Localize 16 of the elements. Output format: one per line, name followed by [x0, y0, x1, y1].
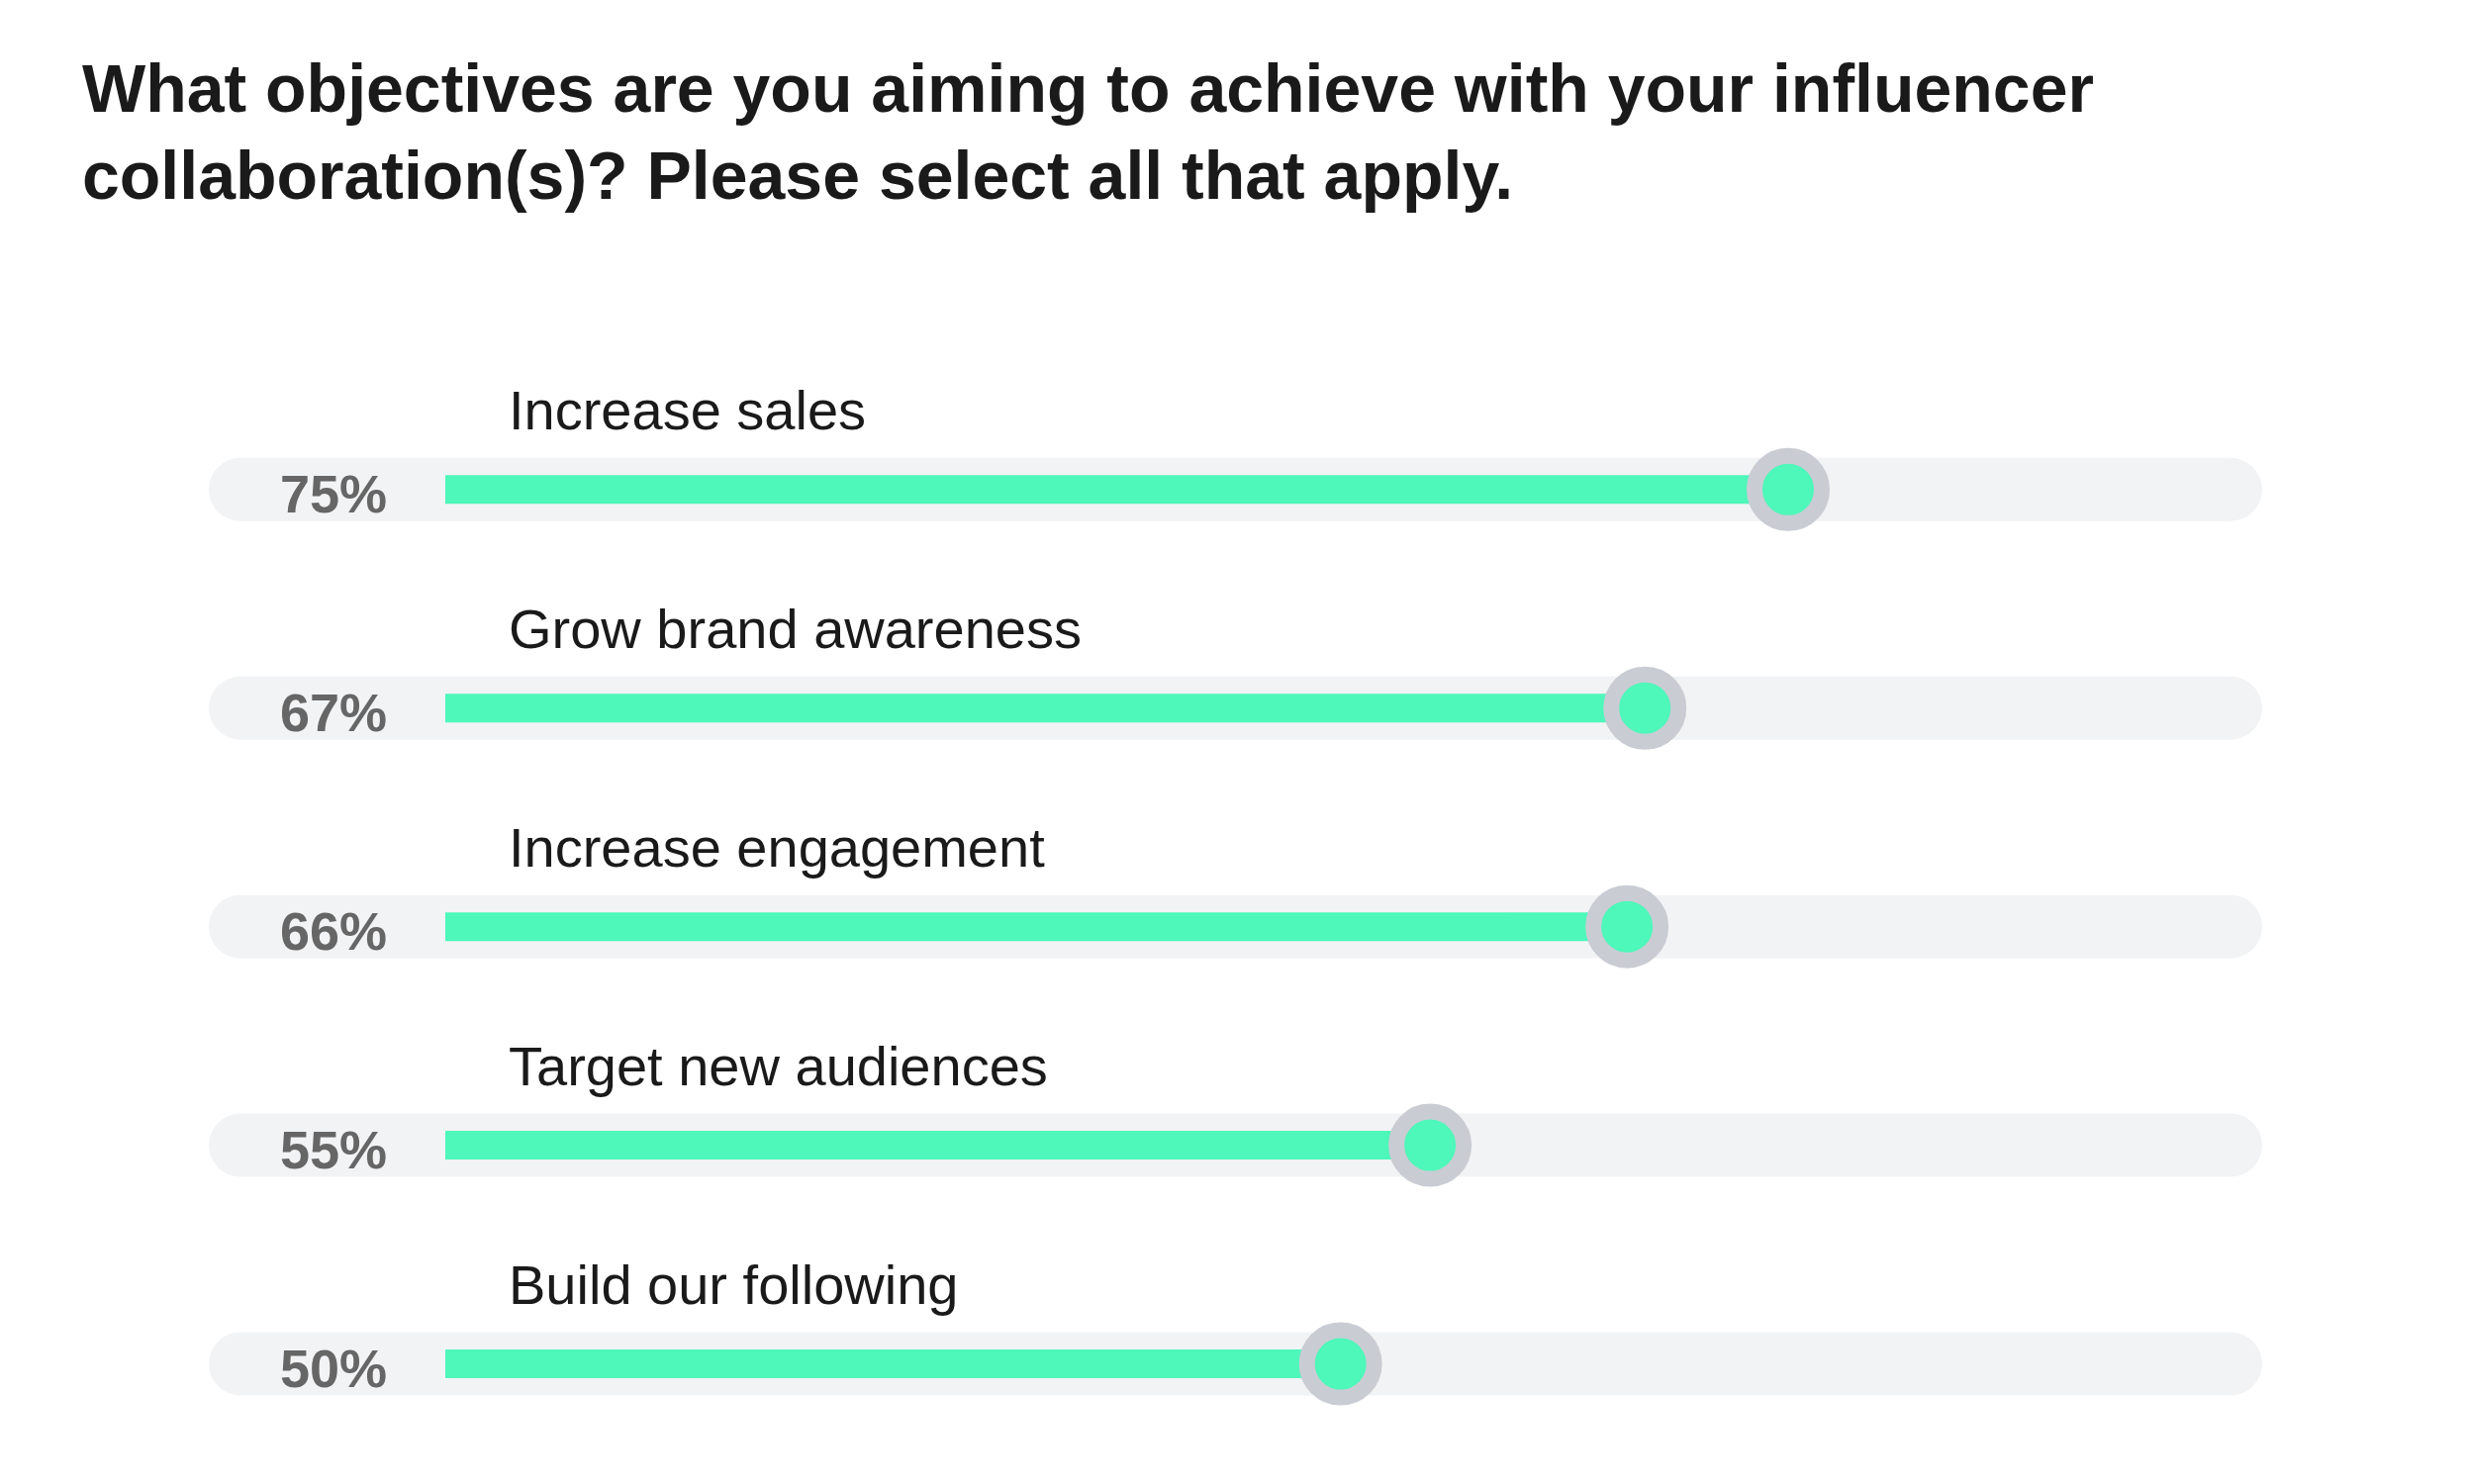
data-label: 75% [280, 464, 388, 523]
y-tick-label: Build our following [509, 1253, 959, 1317]
data-label: 55% [280, 1120, 388, 1179]
point [1747, 447, 1830, 531]
data-label: 50% [280, 1339, 388, 1398]
data-label: 67% [280, 683, 388, 742]
y-tick-label: Target new audiences [509, 1035, 1048, 1098]
y-tick-label: Increase engagement [509, 816, 1046, 880]
chart-title: What objectives are you aiming to achieve with your influencer collaboration(s)? Please select all that apply. [82, 49, 2094, 213]
point [1585, 884, 1669, 969]
data-label: 66% [280, 901, 388, 961]
y-tick-label: Increase sales [509, 379, 867, 442]
y-tick-label: Grow brand awareness [509, 598, 1082, 661]
point [1388, 1103, 1472, 1187]
point [1298, 1322, 1382, 1406]
point [1603, 666, 1687, 750]
